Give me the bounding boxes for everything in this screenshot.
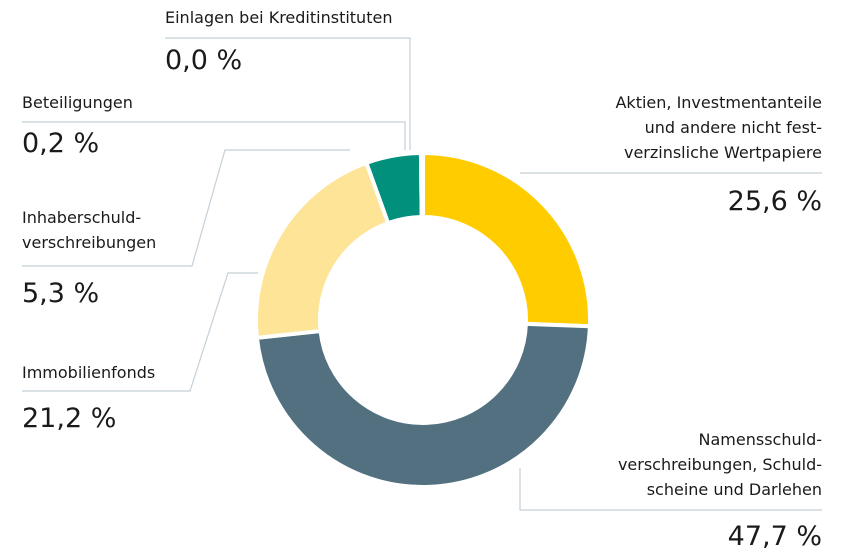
label: Einlagen bei Kreditinstituten bbox=[165, 8, 393, 27]
connector bbox=[165, 37, 411, 150]
label: Immobilienfonds bbox=[22, 363, 156, 382]
label: Inhaberschuld- verschreibungen bbox=[22, 208, 157, 252]
value-label: 0,2 % bbox=[22, 128, 100, 159]
value-label: 5,3 % bbox=[22, 278, 100, 309]
connector bbox=[22, 272, 258, 392]
donut bbox=[254, 150, 592, 489]
label: Namensschuld- verschreibungen, Schuld- s… bbox=[617, 430, 822, 499]
slice bbox=[421, 150, 592, 329]
value-label: 47,7 % bbox=[727, 521, 822, 552]
value-label: 0,0 % bbox=[165, 45, 243, 76]
label: Aktien, Investmentanteile und andere nic… bbox=[615, 93, 822, 162]
connector bbox=[22, 121, 406, 150]
connector bbox=[22, 149, 350, 267]
label: Beteiligungen bbox=[22, 93, 133, 112]
value-label: 25,6 % bbox=[727, 186, 822, 217]
slice bbox=[254, 321, 592, 489]
connector bbox=[519, 468, 822, 511]
slice bbox=[254, 160, 391, 341]
value-label: 21,2 % bbox=[22, 403, 117, 434]
